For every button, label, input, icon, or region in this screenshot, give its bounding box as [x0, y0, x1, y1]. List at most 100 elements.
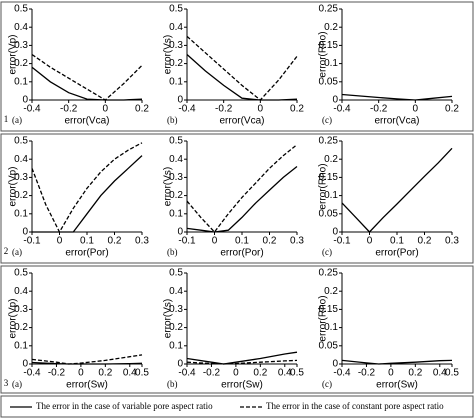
y-tick-label: 0.1	[14, 340, 28, 351]
y-tick-label: 0.5	[169, 136, 183, 147]
y-tick-label: 0.3	[169, 304, 183, 315]
x-tick-label: 0	[78, 368, 84, 379]
x-tick-label: 0	[367, 236, 373, 247]
data-line	[186, 351, 298, 365]
x-tick-label: 0.5	[290, 368, 304, 379]
data-line	[341, 93, 453, 101]
y-tick-label: 0.15	[319, 304, 339, 315]
x-tick-label: 0.2	[445, 104, 459, 115]
y-tick-label: 0.1	[169, 208, 183, 219]
x-tick-label: 0.4	[123, 368, 137, 379]
x-tick-label: -0.1	[178, 236, 196, 247]
y-tick-label: 0.4	[14, 22, 28, 33]
y-tick-label: 0.1	[169, 76, 183, 87]
x-axis-label: error(Por)	[65, 248, 108, 259]
data-line	[31, 142, 143, 234]
panel-label: (a)	[12, 379, 22, 389]
x-tick-label: 0.2	[135, 104, 149, 115]
x-tick-label: 0.5	[445, 368, 459, 379]
panel-label: (b)	[167, 247, 178, 257]
legend-label: The error in the case of constant pore a…	[266, 401, 444, 411]
y-tick-label: 0.1	[324, 322, 338, 333]
x-tick-label: 0.2	[418, 236, 432, 247]
y-tick-label: 0	[177, 359, 183, 370]
x-tick-label: 0	[413, 104, 419, 115]
panel-label: (a)	[12, 247, 22, 257]
x-tick-label: 0.2	[253, 368, 267, 379]
y-tick-label: 0.4	[169, 286, 183, 297]
y-tick-label: 0.2	[14, 322, 28, 333]
y-tick-label: 0.15	[319, 172, 339, 183]
y-tick-label: 0.1	[324, 190, 338, 201]
x-tick-label: 0.2	[263, 236, 277, 247]
x-tick-label: 0	[233, 368, 239, 379]
legend-label: The error in the case of variable pore a…	[36, 401, 213, 411]
y-tick-label: 0.5	[14, 268, 28, 279]
y-tick-label: 0.25	[319, 268, 339, 279]
y-axis-label: error(Rho)	[318, 163, 329, 209]
y-tick-label: 0.3	[169, 172, 183, 183]
data-line	[31, 361, 143, 365]
y-tick-label: 0.4	[169, 154, 183, 165]
y-tick-label: 0.1	[14, 76, 28, 87]
data-line	[31, 53, 143, 101]
x-tick-label: 0.2	[290, 104, 304, 115]
row-number: 3	[4, 378, 9, 388]
legend-frame	[0, 395, 474, 418]
y-tick-label: 0.2	[14, 190, 28, 201]
y-tick-label: 0	[22, 227, 28, 238]
data-line	[31, 66, 143, 101]
x-axis-label: error(Sw)	[221, 380, 263, 391]
data-line	[32, 155, 143, 233]
x-tick-label: -0.2	[358, 368, 376, 379]
x-tick-label: 0.1	[235, 236, 249, 247]
data-line	[186, 54, 298, 101]
x-tick-label: 0.3	[445, 236, 459, 247]
data-line	[31, 354, 143, 365]
x-tick-label: 0	[258, 104, 264, 115]
x-tick-label: -0.4	[333, 104, 351, 115]
y-axis-label: error(Vs)	[163, 35, 174, 74]
y-tick-label: 0.05	[319, 208, 339, 219]
data-line	[186, 359, 298, 365]
x-tick-label: 0.2	[108, 236, 122, 247]
x-tick-label: 0.1	[390, 236, 404, 247]
data-line	[186, 144, 298, 234]
x-tick-label: 0.3	[135, 236, 149, 247]
y-tick-label: 0.4	[14, 154, 28, 165]
row-frame	[0, 133, 474, 264]
x-tick-label: 0.3	[290, 236, 304, 247]
y-axis-label: error(Vs)	[163, 167, 174, 206]
y-tick-label: 0.15	[319, 40, 339, 51]
panel-label: (b)	[167, 379, 178, 389]
x-tick-label: -0.2	[203, 368, 221, 379]
x-tick-label: 0.4	[433, 368, 447, 379]
y-tick-label: 0.2	[169, 190, 183, 201]
y-tick-label: 0.3	[14, 172, 28, 183]
y-tick-label: 0	[332, 95, 338, 106]
y-tick-label: 0	[22, 359, 28, 370]
x-axis-label: error(Vca)	[374, 116, 419, 127]
y-tick-label: 0.3	[169, 40, 183, 51]
y-axis-label: error(Vp)	[8, 34, 19, 74]
y-axis-label: error(Vp)	[8, 298, 19, 338]
x-tick-label: 0	[103, 104, 109, 115]
y-tick-label: 0.2	[324, 286, 338, 297]
x-axis-label: error(Por)	[375, 248, 418, 259]
y-tick-label: 0	[22, 95, 28, 106]
x-tick-label: -0.4	[178, 368, 196, 379]
y-tick-label: 0.1	[14, 208, 28, 219]
x-axis-label: error(Sw)	[66, 380, 108, 391]
x-tick-label: 0.2	[98, 368, 112, 379]
panel-label: (c)	[322, 115, 332, 125]
y-axis-label: error(Rho)	[318, 295, 329, 341]
x-tick-label: 0	[212, 236, 218, 247]
x-tick-label: -0.4	[23, 368, 41, 379]
x-tick-label: -0.2	[60, 104, 78, 115]
x-tick-label: -0.4	[333, 368, 351, 379]
y-tick-label: 0.5	[169, 4, 183, 15]
x-axis-label: error(Vca)	[64, 116, 109, 127]
y-tick-label: 0.2	[324, 154, 338, 165]
data-line	[186, 165, 298, 233]
